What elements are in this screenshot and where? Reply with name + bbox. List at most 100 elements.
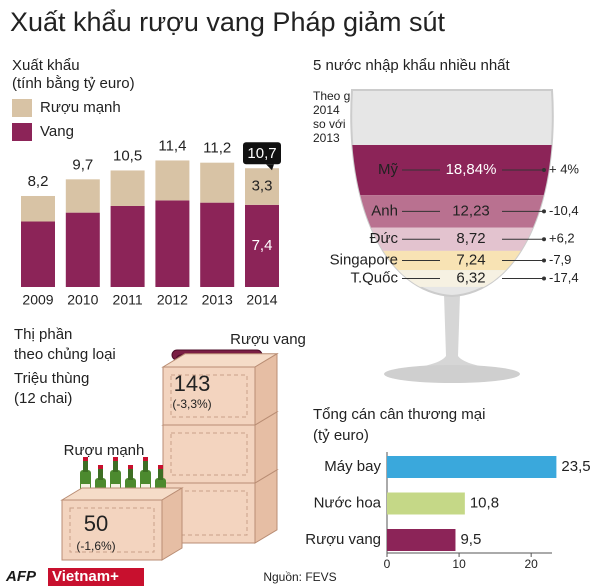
crate-value: 143 [174, 371, 211, 396]
bar-segment [65, 179, 100, 213]
liquid-layer [351, 250, 553, 271]
bar-segment [110, 205, 145, 287]
leader-dot [542, 258, 546, 263]
value-label: 18,84% [446, 161, 497, 178]
total-label: 10,7 [247, 145, 276, 162]
crate-front [162, 366, 256, 426]
change-label: + 4% [549, 161, 579, 176]
x-tick-label: 2014 [246, 292, 277, 308]
value-label: 8,72 [456, 230, 485, 247]
change-label: -7,9 [549, 252, 571, 267]
bottle-cap [83, 457, 88, 461]
crate-change: (-3,3%) [172, 397, 211, 411]
x-tick-label: 2013 [202, 292, 233, 308]
x-tick-label: 20 [524, 557, 538, 571]
crate-front [61, 499, 163, 561]
legend-label: Rượu mạnh [40, 99, 121, 116]
bottle-neck [98, 468, 103, 480]
x-tick-label: 10 [452, 557, 466, 571]
change-label: -10,4 [549, 203, 579, 218]
country-label: Singapore [330, 251, 398, 268]
bar-segment [21, 221, 55, 287]
page-title: Xuất khẩu rượu vang Pháp giảm sút [10, 7, 446, 37]
crate-front [162, 424, 256, 484]
category-label: Rượu vang [230, 331, 306, 348]
crate-value: 50 [84, 511, 108, 536]
x-tick-label: 2009 [22, 292, 53, 308]
total-label: 11,4 [158, 137, 186, 154]
bottle-neck [83, 460, 88, 472]
crate-handle [170, 374, 248, 418]
leader-dot [542, 237, 546, 242]
bar [387, 529, 456, 551]
bottle-neck [113, 460, 118, 472]
liquid-layer [351, 227, 553, 251]
total-label: 9,7 [72, 156, 93, 173]
bar-segment [21, 195, 55, 222]
country-label: Anh [371, 202, 398, 219]
x-tick-label: 2010 [67, 292, 98, 308]
category-label: Rượu mạnh [64, 442, 145, 459]
bottle-cap [113, 457, 118, 461]
bottle-cap [98, 465, 103, 469]
leader-dot [542, 168, 546, 173]
bar [387, 456, 557, 478]
glass-base [384, 365, 520, 383]
country-label: T.Quốc [350, 269, 398, 286]
crate-title: theo chủng loại [14, 346, 116, 363]
logo-afp: AFP [5, 568, 37, 585]
total-label: 11,2 [203, 140, 231, 157]
segment-label: 3,3 [252, 178, 273, 195]
total-label: 10,5 [113, 147, 142, 164]
glass-stem [386, 294, 518, 372]
legend-swatch [12, 99, 32, 117]
bottle-neck [143, 460, 148, 472]
legend-swatch [12, 123, 32, 141]
value-label: 9,5 [460, 531, 481, 548]
segment-label: 7,4 [252, 237, 273, 254]
total-callout [243, 142, 281, 165]
crate-title: Thị phần [14, 326, 72, 343]
logo-vietnam: Vietnam+ [52, 568, 119, 585]
bar-segment [200, 202, 235, 287]
bar-segment [65, 212, 100, 287]
bottle-cap [143, 457, 148, 461]
bar-segment [245, 168, 279, 205]
value-label: 6,32 [456, 269, 485, 286]
glass-title: 5 nước nhập khẩu nhiều nhất [313, 57, 511, 74]
legend-label: Vang [40, 123, 74, 140]
leader-dot [542, 276, 546, 281]
bottle-neck [128, 468, 133, 480]
glass-subtitle: 2013 [313, 131, 340, 145]
total-callout-tip [266, 164, 274, 171]
crate-title: Triệu thùng [14, 370, 89, 387]
crate-side [161, 487, 183, 561]
crate-top [60, 487, 184, 501]
crate-handle [69, 507, 155, 553]
bottle-cap [158, 465, 163, 469]
value-label: 23,5 [561, 458, 590, 475]
change-label: +6,2 [549, 231, 575, 246]
value-label: 7,24 [456, 251, 485, 268]
liquid [351, 145, 553, 287]
x-tick-label: 2011 [113, 292, 143, 308]
bar [387, 492, 465, 515]
crate-handle [170, 432, 248, 476]
total-label: 8,2 [28, 173, 49, 190]
axis-label: (tính bằng tỷ euro) [12, 75, 135, 92]
bar-segment [110, 170, 145, 206]
logo-band [48, 568, 144, 586]
hbar-title: Tổng cán cân thương mại [313, 406, 485, 423]
axis-label: Xuất khẩu [12, 57, 80, 74]
category-label: Nước hoa [314, 494, 382, 511]
country-label: Mỹ [378, 161, 398, 178]
crate-change: (-1,6%) [76, 539, 115, 553]
x-tick-label: 2012 [157, 292, 188, 308]
glass-subtitle: 2014 [313, 103, 340, 117]
bottle-cap [128, 465, 133, 469]
leader-dot [542, 209, 546, 214]
bar-segment [200, 162, 235, 203]
glass-subtitle: so với [313, 117, 346, 131]
logo-box [4, 568, 48, 586]
